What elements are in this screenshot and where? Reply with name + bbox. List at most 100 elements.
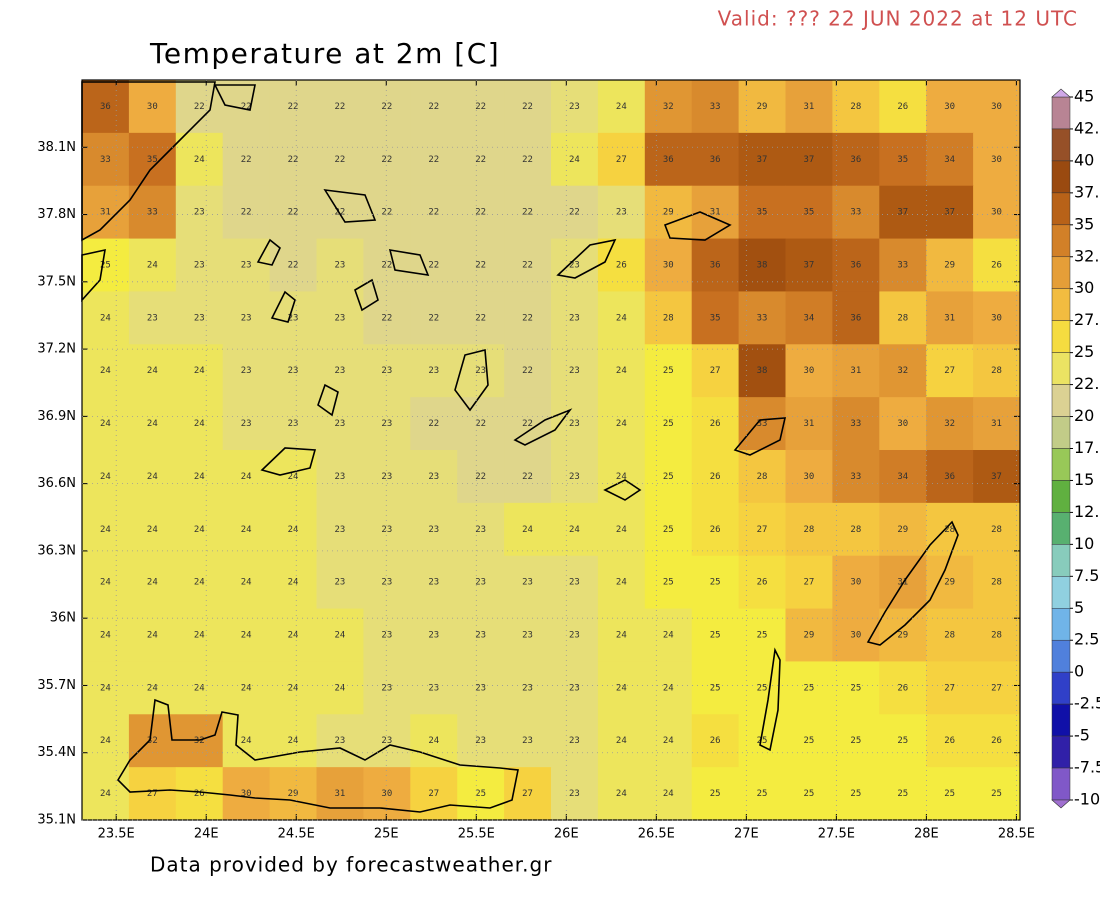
field-value: 22 [475,419,486,429]
field-cell [973,238,1021,292]
field-cell [926,185,974,240]
field-cell [504,185,552,240]
field-value: 23 [428,366,439,376]
field-cell [410,450,458,504]
field-value: 22 [428,208,439,218]
field-value: 32 [194,736,205,746]
field-value: 22 [475,313,486,323]
field-value: 32 [147,736,158,746]
field-cell [973,502,1021,557]
field-cell [457,714,505,768]
field-value: 22 [428,261,439,271]
colorbar-label: 35 [1074,214,1094,233]
field-cell [82,450,130,504]
coastline [663,211,732,241]
field-cell [691,291,740,345]
field-value: 22 [381,155,392,165]
field-value: 29 [663,208,674,218]
field-cell [363,608,411,662]
field-value: 24 [241,683,252,693]
field-value: 25 [475,789,486,799]
field-value: 25 [804,789,815,799]
field-value: 23 [616,208,627,218]
colorbar-label: 15 [1074,470,1094,489]
field-cell [222,291,271,345]
colorbar: 45 42.5 40 37.5 35 32.5 30 27.5 25 22.5 20 17.5 15 12… [1051,87,1100,809]
field-cell [82,80,130,134]
field-value: 23 [569,419,580,429]
field-cell [644,767,693,821]
field-value: 33 [850,208,861,218]
field-cell [785,502,833,557]
field-value: 26 [757,578,768,588]
field-value: 25 [663,472,674,482]
field-cell [597,767,646,821]
field-value: 23 [335,419,346,429]
field-value: 26 [710,419,721,429]
y-tick-label: 38.1N [37,140,76,155]
field-value: 23 [475,366,486,376]
field-cell [644,714,693,768]
field-value: 36 [100,102,111,112]
field-cell [269,714,317,768]
field-cell [457,661,505,715]
field-cell [597,555,646,610]
field-cell [128,502,177,557]
field-cell [691,80,740,134]
field-value: 24 [288,736,299,746]
field-value: 25 [850,736,861,746]
colorbar-label: -7.5 [1074,758,1100,777]
field-value: 36 [850,261,861,271]
field-value: 28 [991,525,1002,535]
field-value: 26 [991,736,1002,746]
field-cell [269,397,317,451]
colorbar-label: -5 [1074,726,1090,745]
field-cell [316,450,364,504]
field-cell [597,502,646,557]
field-cell [457,238,505,292]
field-cell [926,608,974,662]
y-tick-label: 37.5N [37,274,76,289]
field-value: 24 [616,313,627,323]
field-cell [644,80,693,134]
field-cell [926,767,974,821]
field-cell [738,80,786,134]
colorbar-segment [1051,160,1071,194]
y-tick-label: 37.8N [37,207,76,222]
field-value: 24 [569,525,580,535]
field-value: 28 [850,525,861,535]
field-cell [551,238,599,292]
field-cell [644,450,693,504]
field-value: 23 [569,683,580,693]
field-cell [410,291,458,345]
field-cell [269,344,317,398]
field-value: 22 [428,102,439,112]
field-cell [644,238,693,292]
field-value: 33 [757,419,768,429]
field-cell [269,555,317,610]
field-value: 23 [335,736,346,746]
field-value: 24 [569,155,580,165]
field-cell [926,291,974,345]
field-cell [410,661,458,715]
field-value: 34 [804,313,815,323]
field-value: 24 [616,631,627,641]
field-value: 23 [241,261,252,271]
field-value: 29 [944,578,955,588]
field-value: 24 [194,525,205,535]
field-cell [175,238,224,292]
x-tick-label: 27.5E [818,827,855,842]
colorbar-label: 10 [1074,534,1094,553]
field-cell [691,238,740,292]
field-value: 23 [194,313,205,323]
field-cell [410,80,458,134]
field-value: 24 [100,313,111,323]
field-value: 25 [710,631,721,641]
field-cell [973,661,1021,715]
field-cell [222,397,271,451]
colorbar-label: 7.5 [1074,566,1099,585]
field-value: 24 [241,631,252,641]
field-value: 26 [897,102,908,112]
field-cell [691,767,740,821]
field-cell [691,344,740,398]
